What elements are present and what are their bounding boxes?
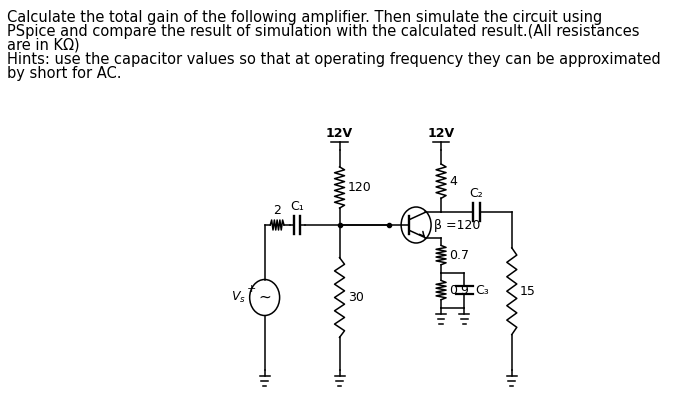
Text: 30: 30: [348, 291, 364, 304]
Text: are in KΩ): are in KΩ): [7, 38, 79, 53]
Text: 4: 4: [449, 175, 457, 188]
Text: 2: 2: [273, 204, 281, 217]
Text: 12V: 12V: [428, 127, 454, 140]
Text: ~: ~: [258, 290, 271, 305]
Text: C₁: C₁: [290, 200, 304, 213]
Text: 15: 15: [520, 285, 536, 298]
Text: PSpice and compare the result of simulation with the calculated result.(All resi: PSpice and compare the result of simulat…: [7, 24, 639, 39]
Text: 12V: 12V: [326, 127, 353, 140]
Text: β =120: β =120: [433, 218, 480, 231]
Text: 0.9: 0.9: [449, 284, 469, 297]
Text: +: +: [246, 284, 256, 294]
Text: $V_s$: $V_s$: [232, 290, 246, 305]
Text: 120: 120: [348, 181, 372, 194]
Text: Calculate the total gain of the following amplifier. Then simulate the circuit u: Calculate the total gain of the followin…: [7, 10, 602, 25]
Text: C₂: C₂: [470, 187, 483, 200]
Text: 0.7: 0.7: [449, 249, 470, 262]
Text: Hints: use the capacitor values so that at operating frequency they can be appro: Hints: use the capacitor values so that …: [7, 52, 660, 67]
Text: by short for AC.: by short for AC.: [7, 66, 121, 81]
Text: C₃: C₃: [475, 284, 489, 297]
